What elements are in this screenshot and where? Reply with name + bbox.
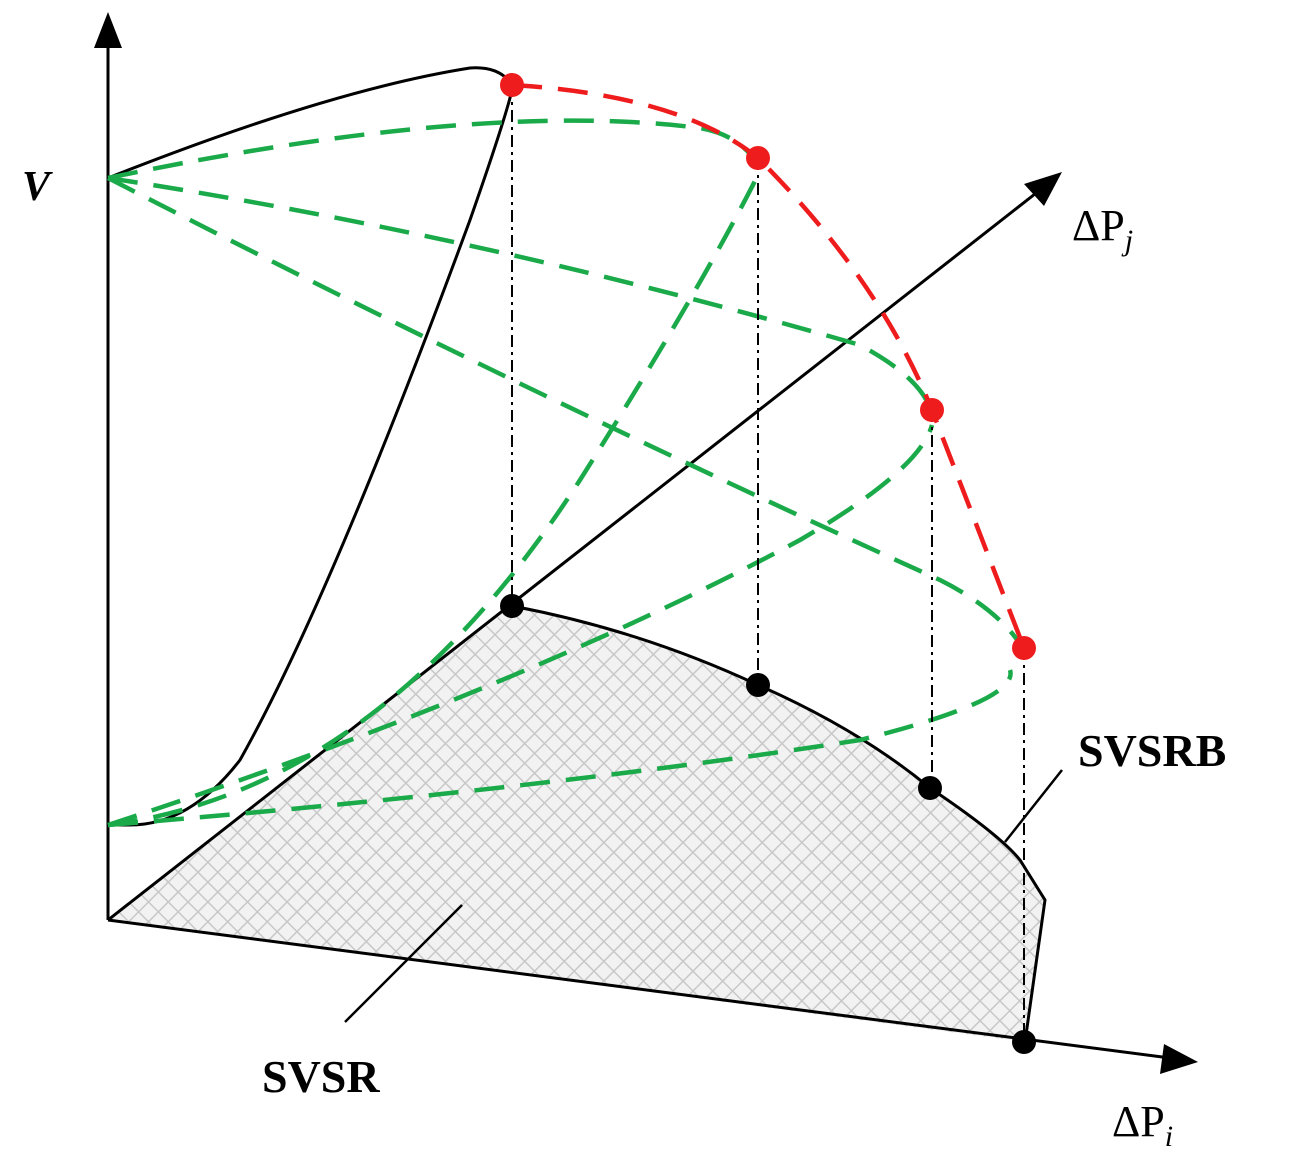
green-dashed-curves <box>106 118 1026 828</box>
leader-lines <box>344 769 1063 1023</box>
svsrb-label: SVSRB <box>1078 725 1226 776</box>
axes <box>94 12 1198 1074</box>
projection-lines <box>511 85 1025 1042</box>
boundary-points <box>500 594 1036 1054</box>
svsr-region <box>108 606 1045 1042</box>
critical-points <box>500 73 1036 660</box>
pi-axis-label: ΔPi <box>1112 1097 1173 1153</box>
svsr-label: SVSR <box>262 1051 380 1102</box>
svsrb-boundary <box>511 604 1047 1043</box>
solid-curves <box>107 66 514 827</box>
pj-axis-label: ΔPj <box>1072 201 1133 257</box>
v-axis-label: V <box>22 164 53 210</box>
stability-boundary-curve <box>511 82 1027 649</box>
